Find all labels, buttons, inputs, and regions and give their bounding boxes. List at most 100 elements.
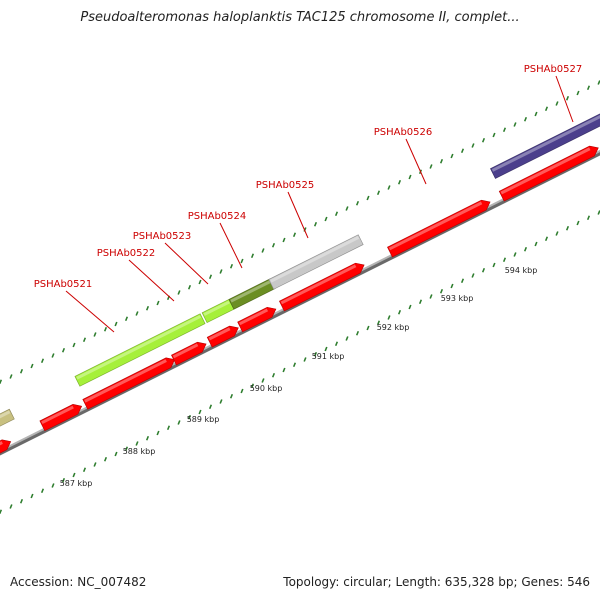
gene-label: PSHAb0526: [374, 127, 433, 138]
tick-mark: [93, 462, 97, 467]
tick-mark: [292, 362, 297, 368]
tick-mark: [250, 383, 255, 389]
tick-mark: [534, 241, 538, 247]
tick-mark: [376, 190, 381, 196]
gene-bar-partial: [0, 408, 15, 430]
tick-mark: [177, 420, 181, 425]
tick-mark: [481, 267, 486, 273]
tick-mark: [345, 336, 349, 341]
tick-mark: [198, 279, 202, 285]
tick-mark: [366, 195, 370, 201]
tick-mark: [240, 388, 244, 394]
tick-mark: [208, 404, 213, 410]
tick-mark: [376, 320, 381, 326]
tick-mark: [261, 248, 265, 253]
lower-tick-track: [0, 210, 600, 515]
scale-label: 592 kbp: [377, 323, 410, 332]
tick-mark: [156, 300, 160, 306]
tick-mark: [93, 332, 97, 337]
forward-gene-arrow: [206, 325, 239, 348]
tick-mark: [555, 101, 559, 106]
tick-mark: [261, 378, 265, 383]
tick-mark: [565, 95, 570, 101]
tick-mark: [586, 215, 591, 221]
tick-mark: [51, 353, 55, 358]
tick-mark: [219, 269, 223, 274]
scale-label: 594 kbp: [505, 266, 538, 275]
forward-gene-arrow: [278, 262, 365, 312]
tick-mark: [576, 220, 580, 226]
tick-mark: [513, 252, 517, 257]
tick-mark: [30, 363, 34, 369]
tick-mark: [40, 488, 45, 494]
gene-leader-line: [128, 259, 175, 302]
tick-mark: [219, 399, 223, 404]
gene-leader-line: [219, 222, 243, 269]
tick-mark: [72, 342, 76, 348]
forward-gene-arrow: [387, 199, 491, 258]
tick-mark: [397, 309, 402, 315]
topology-label: Topology: circular; Length: 635,328 bp; …: [283, 575, 590, 589]
tick-mark: [355, 330, 360, 336]
tick-mark: [460, 278, 465, 284]
tick-mark: [72, 472, 76, 478]
gene-bar-pshab0521: [74, 313, 206, 387]
gene-label: PSHAb0523: [133, 231, 192, 242]
tick-mark: [429, 294, 433, 299]
tick-mark: [82, 337, 87, 343]
tick-mark: [303, 357, 307, 362]
tick-mark: [292, 232, 297, 238]
tick-mark: [366, 325, 370, 331]
tick-mark: [586, 85, 591, 91]
tick-mark: [198, 409, 202, 415]
tick-mark: [387, 185, 391, 190]
gene-leader-line: [65, 290, 115, 333]
tick-mark: [439, 288, 444, 294]
accession-label: Accession: NC_007482: [10, 575, 147, 589]
tick-mark: [103, 456, 108, 462]
forward-gene-arrow: [237, 306, 277, 333]
tick-mark: [439, 158, 444, 164]
gene-leader-line: [287, 191, 309, 239]
tick-mark: [177, 290, 181, 295]
tick-mark: [166, 425, 171, 431]
tick-mark: [345, 206, 349, 211]
tick-mark: [114, 451, 118, 457]
tick-mark: [555, 231, 559, 236]
tick-mark: [418, 299, 423, 305]
gene-bar-pshab0527: [490, 101, 600, 179]
tick-mark: [544, 106, 549, 112]
tick-mark: [576, 90, 580, 96]
forward-gene-arrow: [82, 357, 176, 410]
gene-bar-pshab0523: [201, 298, 235, 324]
tick-mark: [145, 305, 150, 311]
tick-mark: [334, 211, 339, 217]
gene-bar-pshab0524: [228, 278, 276, 310]
tick-mark: [124, 316, 129, 322]
tick-mark: [313, 221, 318, 227]
tick-mark: [82, 467, 87, 473]
tick-mark: [51, 483, 55, 488]
tick-mark: [114, 321, 118, 327]
gene-label: PSHAb0521: [34, 279, 93, 290]
tick-mark: [523, 246, 528, 252]
forward-gene-arrow: [39, 404, 83, 432]
tick-mark: [208, 274, 213, 280]
tick-mark: [187, 284, 192, 290]
scale-label: 589 kbp: [187, 415, 220, 424]
tick-mark: [240, 258, 244, 264]
gene-leader-line: [405, 138, 427, 185]
tick-mark: [124, 446, 129, 452]
tick-mark: [544, 236, 549, 242]
tick-mark: [40, 358, 45, 364]
tick-mark: [0, 509, 3, 515]
tick-mark: [313, 351, 318, 357]
tick-mark: [502, 257, 507, 263]
tick-mark: [502, 127, 507, 133]
tick-mark: [324, 216, 328, 222]
tick-mark: [387, 315, 391, 320]
forward-gene-arrow: [171, 341, 207, 366]
tick-mark: [229, 263, 234, 269]
